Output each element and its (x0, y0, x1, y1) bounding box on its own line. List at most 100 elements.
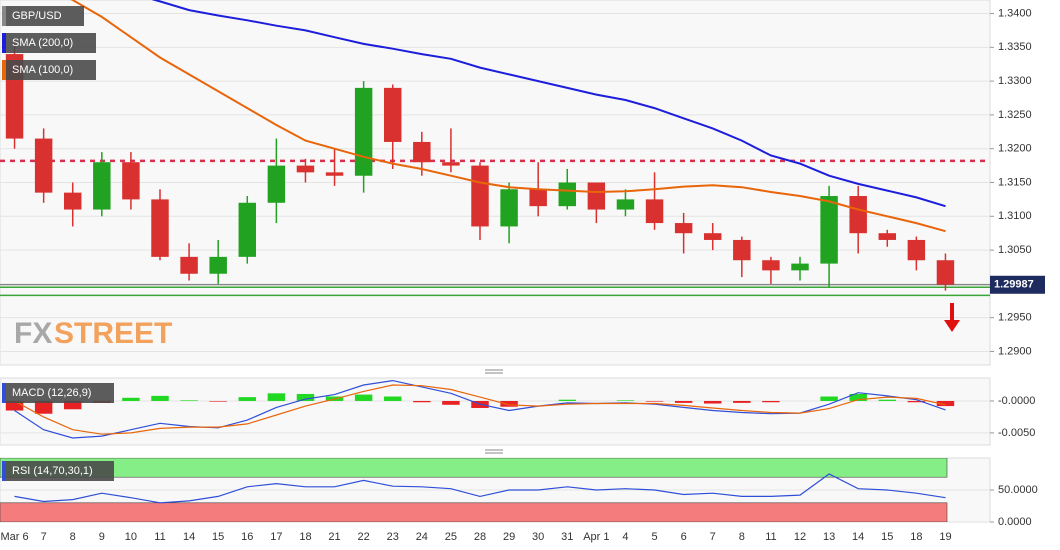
y-tick-label: 1.3100 (998, 210, 1032, 222)
histogram-bar (907, 400, 926, 403)
candle-body (500, 189, 518, 227)
histogram-bar (704, 400, 722, 404)
candle-body (151, 199, 169, 257)
legend-label: MACD (12,26,9) (12, 387, 91, 399)
candle-body (413, 141, 431, 163)
candle-body (907, 239, 926, 261)
main-plot (0, 0, 990, 352)
legend-swatch (2, 60, 6, 80)
x-tick-label: 6 (681, 531, 687, 543)
x-tick-label: 30 (532, 531, 544, 543)
histogram-bar (267, 393, 286, 401)
candle-body (878, 233, 896, 240)
x-tick-label: 4 (622, 531, 628, 543)
splitter[interactable] (485, 369, 503, 374)
x-tick-label: 29 (503, 531, 515, 543)
candle-body (122, 162, 140, 200)
candle-body (587, 182, 606, 210)
candle-body (34, 138, 53, 193)
candle-body (296, 165, 315, 173)
x-tick-label: 8 (739, 531, 745, 543)
histogram-bar (384, 396, 402, 401)
candle-body (354, 87, 373, 176)
y-tick-label: 1.3050 (998, 244, 1032, 256)
histogram-bar (413, 400, 431, 403)
x-tick-label: 21 (328, 531, 340, 543)
histogram-bar (878, 399, 896, 401)
histogram-bar (151, 395, 169, 401)
y-tick-label: 1.2900 (998, 345, 1032, 357)
logo-street: STREET (54, 317, 172, 350)
y-tick-label: 1.3400 (998, 7, 1032, 19)
logo-fx: FX (14, 317, 52, 350)
x-tick-label: 15 (881, 531, 893, 543)
histogram-bar (936, 400, 955, 407)
rsi-zone (0, 458, 948, 478)
histogram-bar (558, 399, 576, 401)
candle-body (936, 260, 955, 285)
axes: 1.29001.29501.30001.30501.31001.31501.32… (0, 7, 1045, 543)
candle-body (849, 196, 867, 234)
candle-body (93, 162, 111, 210)
legend-box (2, 33, 96, 53)
candle-body (64, 192, 82, 210)
legend-label: SMA (200,0) (12, 37, 73, 49)
histogram-bar (500, 400, 518, 407)
splitter[interactable] (485, 449, 503, 454)
legend-box (2, 461, 114, 481)
y-tick-label: 1.3200 (998, 143, 1032, 155)
y-tick-label: -0.0050 (998, 427, 1035, 439)
rsi-plot (0, 458, 990, 522)
histogram-bar (442, 400, 460, 405)
candle-body (645, 199, 664, 224)
candle-body (674, 223, 693, 234)
candle-body (616, 199, 635, 210)
y-tick-label: 1.3300 (998, 75, 1032, 87)
histogram-bar (180, 400, 198, 401)
candle-body (384, 87, 402, 142)
candle-body (733, 239, 751, 261)
histogram-bar (674, 400, 693, 403)
legend-box (2, 60, 96, 80)
rsi-line (14, 473, 946, 504)
candle-body (267, 165, 286, 203)
histogram-bar (238, 397, 256, 401)
sma-line (151, 0, 946, 208)
rsi-zone (0, 502, 948, 522)
x-tick-label: 13 (823, 531, 835, 543)
legend-swatch (2, 33, 6, 53)
x-tick-label: 18 (299, 531, 311, 543)
x-tick-label: 11 (765, 531, 776, 543)
x-tick-label: 31 (561, 531, 573, 543)
y-tick-label: 1.3250 (998, 109, 1032, 121)
candle-body (471, 165, 489, 227)
x-tick-label: 22 (358, 531, 370, 543)
histogram-bar (209, 400, 227, 402)
x-tick-label: 10 (125, 531, 137, 543)
histogram-bar (64, 400, 82, 410)
x-tick-label: 7 (710, 531, 716, 543)
x-tick-label: 19 (939, 531, 951, 543)
histogram-bar (354, 394, 373, 401)
x-tick-label: 12 (794, 531, 806, 543)
candle-body (238, 202, 256, 257)
candle-body (442, 162, 460, 166)
x-tick-label: 7 (41, 531, 47, 543)
macd-panel (0, 377, 991, 446)
histogram-bar (762, 400, 780, 403)
candle-body (325, 172, 344, 176)
x-tick-label: 17 (270, 531, 282, 543)
x-tick-label: Apr 1 (583, 531, 609, 543)
x-tick-label: 18 (910, 531, 922, 543)
candle-body (180, 256, 198, 274)
y-tick-label: -0.0000 (998, 395, 1035, 407)
histogram-bar (5, 400, 24, 411)
legend-box (2, 6, 84, 26)
last-price-label: 1.29987 (994, 279, 1034, 291)
y-tick-label: 1.3350 (998, 41, 1032, 53)
histogram-bar (733, 400, 751, 403)
histogram-bar (645, 400, 664, 402)
y-tick-label: 1.3150 (998, 176, 1032, 188)
